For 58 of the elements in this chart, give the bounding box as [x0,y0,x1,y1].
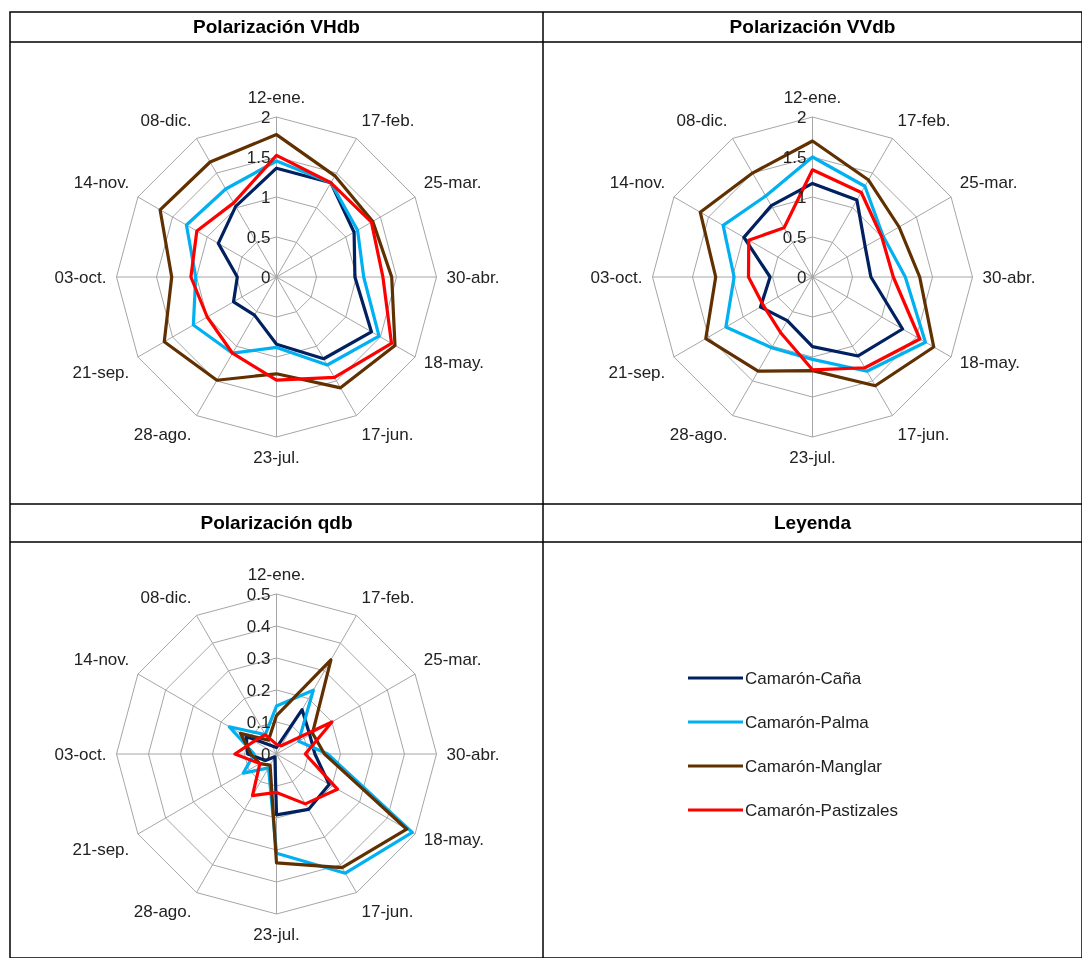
spoke-label: 21-sep. [608,363,666,382]
spoke-label: 03-oct. [54,268,107,287]
spoke-label: 12-ene. [783,88,842,107]
spoke-label: 12-ene. [247,88,306,107]
y-tick-label: 0.4 [246,617,271,636]
spoke-label: 18-may. [423,830,484,849]
spoke-label: 08-dic. [676,110,728,130]
spoke-label: 21-sep. [72,840,130,859]
chart-title: Polarización VVdb [729,16,896,37]
y-tick-label: 1.5 [246,148,271,167]
spoke-label: 17-jun. [361,425,414,445]
y-tick-label: 2 [261,108,271,127]
legend-label: Camarón-Caña [745,669,862,688]
spoke-label: 14-nov. [73,173,130,192]
spoke-label: 30-abr. [446,268,500,287]
spoke-label: 17-jun. [361,902,414,922]
spoke-label: 25-mar. [423,173,482,192]
legend-label: Camarón-Manglar [745,757,883,776]
spoke-label: 25-mar. [423,650,482,669]
spoke-label: 17-feb. [361,587,415,607]
y-tick-label: 0.2 [246,681,271,700]
spoke-label: 14-nov. [73,650,130,669]
spoke-label: 17-jun. [897,425,950,445]
spoke-label: 17-feb. [361,110,415,130]
legend-label: Camarón-Pastizales [745,801,899,820]
spoke-label: 18-may. [959,353,1020,372]
y-tick-label: 0.5 [246,585,271,604]
legend-label: Camarón-Palma [745,713,870,732]
chart-title: Polarización VHdb [193,16,360,37]
spoke-label: 28-ago. [133,425,192,445]
spoke-label: 08-dic. [140,587,192,607]
spoke-label: 25-mar. [959,173,1018,192]
spoke-label: 30-abr. [446,745,500,764]
y-tick-label: 1 [261,188,271,207]
spoke-label: 03-oct. [590,268,643,287]
spoke-label: 23-jul. [253,925,300,944]
y-tick-label: 2 [797,108,807,127]
spoke-label: 12-ene. [247,565,306,584]
legend-title: Leyenda [773,512,852,533]
spoke-label: 23-jul. [789,448,836,467]
spoke-label: 23-jul. [253,448,300,467]
chart-title: Polarización qdb [200,512,353,533]
y-tick-label: 1.5 [782,148,807,167]
y-tick-label: 0.3 [246,649,271,668]
spoke-label: 08-dic. [140,110,192,130]
spoke-label: 03-oct. [54,745,107,764]
spoke-label: 18-may. [423,353,484,372]
y-tick-label: 0 [797,268,807,287]
spoke-label: 14-nov. [609,173,666,192]
y-tick-label: 0 [261,268,271,287]
spoke-label: 17-feb. [897,110,951,130]
spoke-label: 28-ago. [669,425,728,445]
y-tick-label: 1 [797,188,807,207]
spoke-label: 28-ago. [133,902,192,922]
y-tick-label: 0.5 [782,228,807,247]
y-tick-label: 0.5 [246,228,271,247]
spoke-label: 21-sep. [72,363,130,382]
spoke-label: 30-abr. [982,268,1036,287]
